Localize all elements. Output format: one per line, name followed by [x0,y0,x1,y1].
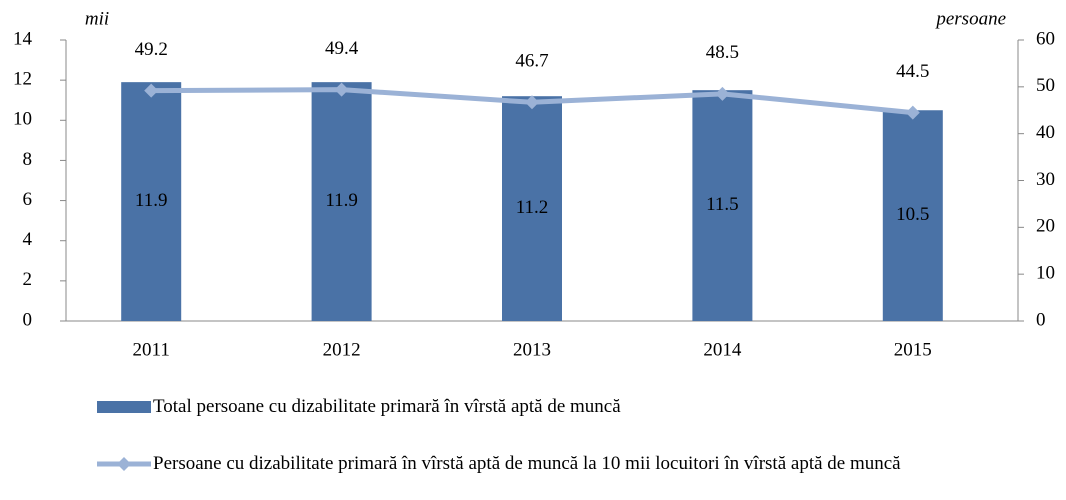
legend-swatch-marker [117,457,131,471]
y2-tick-label: 20 [1036,216,1055,237]
y-tick-label: 12 [13,69,32,90]
x-tick-label: 2011 [133,339,170,360]
line-value-label: 44.5 [896,61,929,82]
bar [882,110,943,321]
bar [121,82,182,322]
y-tick-label: 2 [23,269,33,290]
x-tick-label: 2014 [703,339,742,360]
y2-axis-label: persoane [934,8,1006,29]
y-axis-label: mii [85,8,109,29]
line-value-label: 49.2 [135,39,168,60]
line-value-label: 48.5 [706,42,739,63]
line-value-label: 46.7 [515,51,548,72]
legend-label: Persoane cu dizabilitate primară în vîrs… [153,453,901,474]
legend-swatch [97,401,151,413]
bar-value-label: 11.2 [516,197,549,218]
line-marker [715,86,730,101]
line-marker [525,95,539,110]
y2-tick-label: 10 [1036,263,1055,284]
x-tick-label: 2015 [894,339,932,360]
line-marker [144,83,159,98]
bar-value-label: 10.5 [896,204,929,225]
y-tick-label: 10 [13,109,32,130]
bar [502,96,562,321]
x-tick-label: 2013 [513,339,551,360]
bar-value-label: 11.5 [706,194,739,215]
line-marker [334,82,349,97]
legend-label: Total persoane cu dizabilitate primară î… [153,396,621,417]
y2-tick-label: 60 [1036,28,1055,49]
bar [311,82,372,322]
y-tick-label: 8 [23,149,33,170]
line-value-label: 49.4 [325,38,359,59]
bar [692,90,753,321]
y2-tick-label: 30 [1036,169,1055,190]
bar-value-label: 11.9 [135,190,168,211]
line-marker [905,105,920,120]
y2-tick-label: 50 [1036,75,1055,96]
bar-value-label: 11.9 [325,190,358,211]
y-tick-label: 14 [13,28,33,49]
y2-tick-label: 0 [1036,309,1046,330]
y-tick-label: 6 [23,189,33,210]
y2-tick-label: 40 [1036,122,1055,143]
y-tick-label: 0 [23,309,33,330]
x-tick-label: 2012 [323,339,361,360]
y-tick-label: 4 [23,229,33,250]
